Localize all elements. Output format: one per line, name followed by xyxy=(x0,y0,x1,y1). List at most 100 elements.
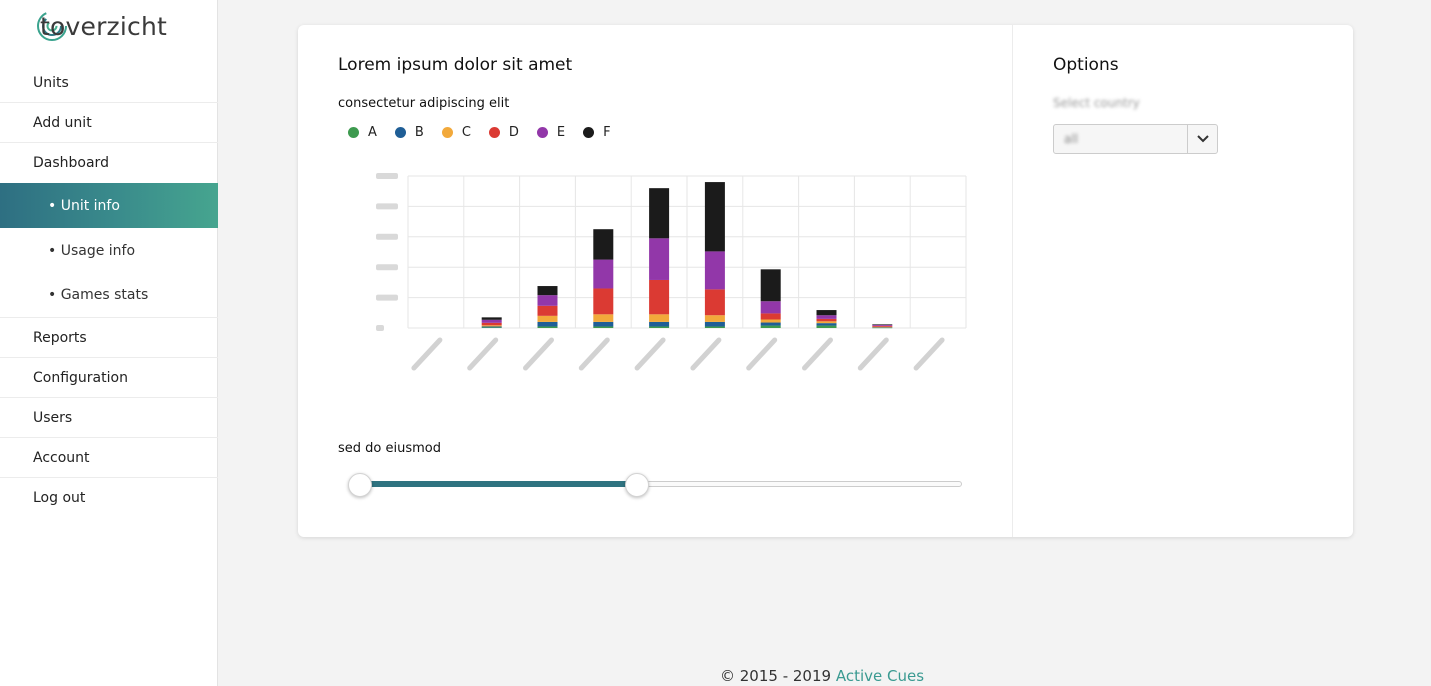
chart-bar-d-3 xyxy=(593,288,614,315)
legend-item-a[interactable]: A xyxy=(348,125,377,140)
sidebar-item-account[interactable]: Account xyxy=(0,438,218,478)
chart-bar-c-7 xyxy=(816,321,837,324)
chart-y-tick-label xyxy=(376,325,384,331)
legend-label-f: F xyxy=(603,125,611,140)
legend-dot-f xyxy=(583,127,595,138)
chart-x-tick-label xyxy=(467,337,499,371)
chart-bar-a-7 xyxy=(816,325,837,328)
select-country-label: Select country xyxy=(1053,96,1140,110)
sidebar-subitem-games-stats[interactable]: • Games stats xyxy=(0,273,218,318)
chart-bar-d-2 xyxy=(537,305,558,316)
chart-bar-b-6 xyxy=(760,322,781,326)
country-select[interactable]: all xyxy=(1053,124,1218,154)
chart-bar-a-5 xyxy=(704,326,725,328)
chart-bar-a-8 xyxy=(872,327,893,329)
chart-subtitle: consectetur adipiscing elit xyxy=(338,96,510,111)
footer-link-active-cues[interactable]: Active Cues xyxy=(835,667,925,685)
chart-y-tick-label xyxy=(376,264,398,271)
chart-bar-b-8 xyxy=(872,327,893,328)
chart-y-tick-label xyxy=(376,294,398,301)
chart-x-tick-label xyxy=(578,337,610,371)
chevron-down-glyph xyxy=(1196,135,1209,143)
sidebar: toverzicht Units Add unit Dashboard • Un… xyxy=(0,0,218,686)
logo-rings-icon xyxy=(37,11,67,41)
sidebar-item-units[interactable]: Units xyxy=(0,63,218,103)
sidebar-item-configuration[interactable]: Configuration xyxy=(0,358,218,398)
chart-bar-e-8 xyxy=(872,324,893,326)
chart-bar-c-8 xyxy=(872,326,893,328)
chart-bar-e-4 xyxy=(649,238,670,280)
chart-bar-d-4 xyxy=(649,279,670,315)
legend-dot-c xyxy=(441,127,453,138)
country-select-value: all xyxy=(1064,132,1079,146)
chart-bar-b-4 xyxy=(649,321,670,327)
chart-bar-d-5 xyxy=(704,289,725,316)
legend-label-e: E xyxy=(556,125,566,140)
chart-bar-a-3 xyxy=(593,326,614,328)
range-slider[interactable] xyxy=(348,473,962,497)
legend-item-c[interactable]: C xyxy=(441,125,471,140)
chevron-down-icon[interactable] xyxy=(1187,125,1217,153)
chart-bar-e-3 xyxy=(593,259,614,289)
chart-bar-d-8 xyxy=(872,325,893,327)
card-divider xyxy=(1012,25,1013,537)
chart-bar-d-6 xyxy=(760,313,781,320)
slider-fill xyxy=(360,481,637,487)
chart-bar-e-5 xyxy=(704,251,725,290)
chart-y-tick-label xyxy=(376,203,398,210)
page-title: Lorem ipsum dolor sit amet xyxy=(338,55,573,75)
chart-x-tick-label xyxy=(746,337,778,371)
chart-bar-a-2 xyxy=(537,326,558,328)
chart-x-tick-label xyxy=(857,337,889,371)
legend-item-b[interactable]: B xyxy=(394,125,424,140)
chart-x-tick-label xyxy=(690,337,722,371)
slider-handle-start[interactable] xyxy=(348,473,372,497)
chart-bar-c-2 xyxy=(537,315,558,322)
logo[interactable]: toverzicht xyxy=(37,8,168,44)
chart-bar-f-3 xyxy=(593,229,614,260)
sidebar-item-users[interactable]: Users xyxy=(0,398,218,438)
sidebar-item-log-out[interactable]: Log out xyxy=(33,490,86,506)
logo-text: toverzicht xyxy=(40,11,168,41)
chart-bar-c-3 xyxy=(593,314,614,322)
chart-bar-c-1 xyxy=(481,325,502,327)
chart-bar-f-4 xyxy=(649,188,670,239)
sidebar-item-add-unit[interactable]: Add unit xyxy=(0,103,218,143)
chart-bar-f-8 xyxy=(872,324,893,325)
chart-bar-c-6 xyxy=(760,319,781,323)
chart-bar-d-7 xyxy=(816,318,837,322)
dashboard-card: Lorem ipsum dolor sit amet consectetur a… xyxy=(298,25,1353,537)
legend-label-c: C xyxy=(461,125,471,140)
sidebar-subitem-usage-info[interactable]: • Usage info xyxy=(48,242,136,259)
sidebar-item-reports[interactable]: Reports xyxy=(0,318,218,358)
chart-bar-b-5 xyxy=(704,321,725,327)
chart-bar-f-6 xyxy=(760,269,781,302)
chart-bar-e-7 xyxy=(816,315,837,319)
chart-y-tick-label xyxy=(376,173,398,179)
options-title: Options xyxy=(1053,55,1119,75)
chart-bar-c-4 xyxy=(649,314,670,322)
sidebar-subitem-unit-info[interactable]: • Unit info xyxy=(0,183,218,228)
chart-bar-a-4 xyxy=(649,326,670,328)
legend-label-d: D xyxy=(508,125,519,140)
chart-bar-b-1 xyxy=(481,326,502,328)
sidebar-nav: Units Add unit Dashboard • Unit info • U… xyxy=(0,63,218,518)
chart-y-tick-label xyxy=(376,233,398,240)
legend-item-d[interactable]: D xyxy=(488,125,519,140)
legend-dot-a xyxy=(348,127,359,138)
chart-bar-d-1 xyxy=(481,322,502,326)
chart-bar-e-1 xyxy=(481,319,502,323)
sidebar-item-dashboard[interactable]: Dashboard xyxy=(33,155,109,171)
slider-handle-end[interactable] xyxy=(624,473,649,497)
chart-bar-c-5 xyxy=(704,315,725,322)
slider-label: sed do eiusmod xyxy=(338,441,441,456)
chart-bar-a-6 xyxy=(760,325,781,328)
chart-x-tick-label xyxy=(913,337,945,371)
legend-item-e[interactable]: E xyxy=(536,125,566,140)
legend-label-b: B xyxy=(414,125,424,140)
chart-legend: A B C D E F xyxy=(348,125,629,140)
chart-bar-b-2 xyxy=(537,321,558,327)
footer: © 2015 - 2019 Active Cues xyxy=(720,667,924,685)
legend-item-f[interactable]: F xyxy=(583,125,611,140)
chart-x-tick-label xyxy=(411,337,443,371)
